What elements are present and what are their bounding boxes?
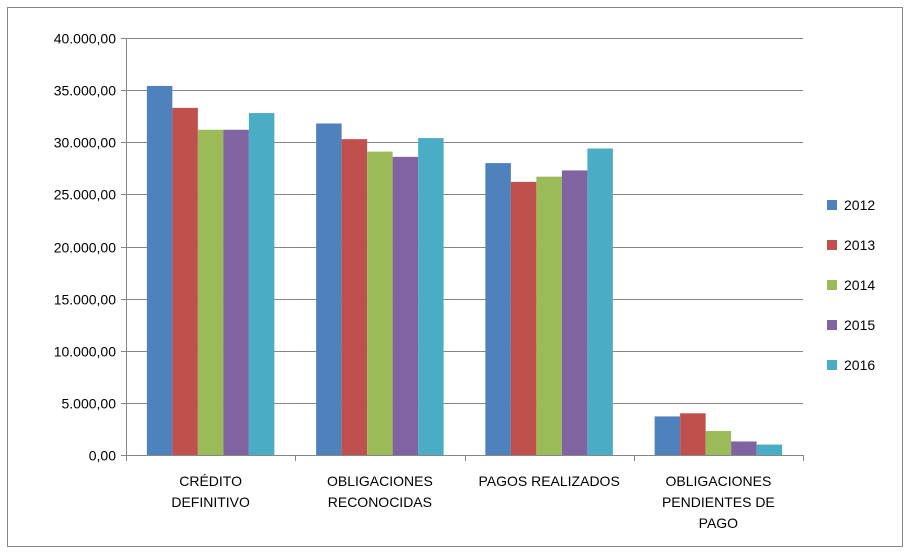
legend-swatch-2016 (827, 360, 837, 370)
y-tick-label: 5.000,00 (62, 396, 117, 412)
legend-swatch-2012 (827, 200, 837, 210)
x-category-label: DEFINITIVO (171, 494, 250, 510)
bar-2013-cat-1 (342, 139, 368, 455)
x-category-label: CRÉDITO (179, 473, 242, 489)
legend-swatch-2013 (827, 240, 837, 250)
y-tick-label: 0,00 (89, 448, 116, 464)
y-tick-label: 35.000,00 (54, 83, 116, 99)
bar-2014-cat-1 (367, 152, 393, 455)
bar-2015-cat-3 (731, 441, 757, 455)
bar-2012-cat-0 (147, 86, 173, 455)
bar-2015-cat-0 (223, 130, 249, 455)
legend-swatch-2014 (827, 280, 837, 290)
bar-2014-cat-3 (706, 431, 732, 455)
bar-2012-cat-3 (655, 416, 681, 455)
legend-label-2013: 2013 (844, 237, 875, 253)
bar-2016-cat-3 (757, 445, 783, 455)
y-tick-label: 40.000,00 (54, 31, 116, 47)
bar-2016-cat-2 (587, 149, 613, 455)
legend-label-2014: 2014 (844, 277, 875, 293)
y-tick-label: 25.000,00 (54, 187, 116, 203)
y-tick-label: 10.000,00 (54, 344, 116, 360)
bar-2016-cat-0 (249, 113, 275, 455)
legend: 2012 2013 2014 2015 2016 (827, 197, 875, 373)
y-tick-label: 15.000,00 (54, 292, 116, 308)
bar-2014-cat-2 (536, 177, 562, 455)
bar-2015-cat-2 (562, 170, 588, 455)
legend-swatch-2015 (827, 320, 837, 330)
x-category-label: OBLIGACIONES (327, 473, 433, 489)
y-tick-label: 20.000,00 (54, 240, 116, 256)
bar-2013-cat-3 (680, 413, 706, 455)
bar-2012-cat-2 (485, 163, 511, 455)
x-category-label: PAGO (699, 515, 739, 531)
bar-2016-cat-1 (418, 138, 444, 455)
bar-2012-cat-1 (316, 123, 342, 455)
y-tick-label: 30.000,00 (54, 135, 116, 151)
legend-label-2015: 2015 (844, 317, 875, 333)
bar-2013-cat-2 (511, 182, 537, 455)
bar-2015-cat-1 (393, 157, 419, 455)
x-category-label: PAGOS REALIZADOS (478, 473, 619, 489)
x-category-label: RECONOCIDAS (328, 494, 432, 510)
x-category-label: PENDIENTES DE (662, 494, 775, 510)
legend-label-2012: 2012 (844, 197, 875, 213)
bar-2014-cat-0 (198, 130, 224, 455)
bar-2013-cat-0 (172, 108, 198, 455)
legend-label-2016: 2016 (844, 357, 875, 373)
bars (147, 86, 782, 455)
x-category-label: OBLIGACIONES (665, 473, 771, 489)
